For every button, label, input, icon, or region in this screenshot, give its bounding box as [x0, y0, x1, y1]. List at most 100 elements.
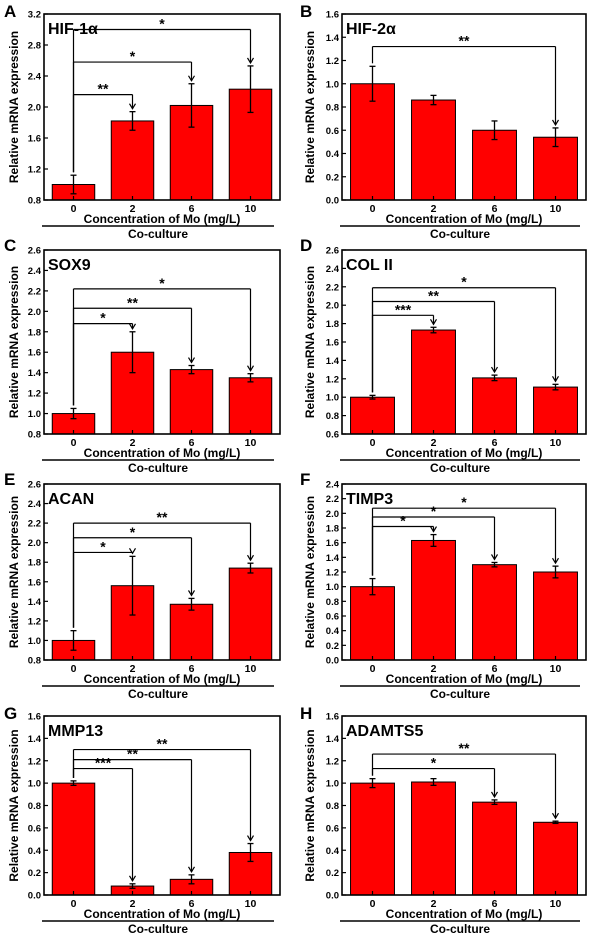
bar: [110, 120, 155, 201]
x-axis-label: Concentration of Mo (mg/L): [386, 907, 543, 921]
y-tick-label: 0.8: [28, 801, 41, 812]
group-label: Co-culture: [430, 687, 490, 701]
significance-label: *: [130, 48, 136, 64]
significance-arrowhead: [490, 554, 499, 561]
significance-arrowhead: [551, 557, 560, 565]
bar: [228, 567, 273, 661]
y-tick-label: 2.2: [28, 286, 41, 297]
y-tick-label: 1.4: [28, 734, 42, 745]
y-tick-label: 1.4: [326, 33, 340, 44]
significance-label: ***: [395, 301, 412, 317]
y-tick-label: 3.2: [28, 10, 41, 21]
y-tick-label: 0.2: [326, 641, 339, 652]
x-axis-label: Concentration of Mo (mg/L): [386, 446, 543, 460]
x-tick-label: 6: [189, 203, 195, 215]
y-tick-label: 2.6: [28, 480, 41, 491]
y-tick-label: 2.2: [326, 282, 339, 293]
significance-label: **: [459, 33, 470, 49]
y-tick-label: 1.0: [28, 779, 41, 790]
y-tick-label: 1.6: [28, 577, 41, 588]
group-label: Co-culture: [128, 922, 188, 936]
significance-arrowhead: [187, 357, 196, 364]
bar: [350, 782, 395, 896]
x-tick-label: 0: [370, 437, 376, 449]
x-tick-label: 6: [492, 203, 498, 215]
y-tick-label: 0.6: [326, 823, 339, 834]
significance-label: **: [157, 736, 168, 752]
y-tick-label: 2.2: [28, 519, 41, 530]
x-tick-label: 0: [370, 663, 376, 675]
y-tick-label: 0.2: [28, 868, 41, 879]
x-axis-label: Concentration of Mo (mg/L): [84, 672, 241, 686]
significance-arrowhead: [246, 365, 255, 372]
x-axis-label: Concentration of Mo (mg/L): [386, 212, 543, 226]
y-axis-label: Relative mRNA expression: [7, 729, 21, 881]
y-tick-label: 2.4: [28, 72, 42, 83]
y-tick-label: 2.4: [28, 266, 42, 277]
y-tick-label: 0.0: [326, 891, 339, 902]
significance-arrowhead: [551, 376, 560, 383]
bar: [51, 782, 96, 896]
significance-label: *: [461, 274, 467, 290]
y-tick-label: 2.0: [28, 103, 41, 114]
significance-label: *: [100, 538, 106, 554]
y-axis-label: Relative mRNA expression: [7, 31, 21, 183]
x-tick-label: 6: [492, 437, 498, 449]
y-tick-label: 0.4: [326, 149, 340, 160]
bar: [350, 396, 395, 435]
y-tick-label: 1.4: [326, 553, 340, 564]
group-label: Co-culture: [128, 461, 188, 475]
y-tick-label: 1.6: [28, 348, 41, 359]
bar: [533, 136, 578, 201]
y-tick-label: 1.6: [326, 10, 339, 21]
panel-letter: C: [4, 236, 16, 255]
x-tick-label: 0: [71, 437, 77, 449]
chart-panel-e: E 0.8 1.0 1.2 1.4 1.6 1.8 2.0 2.2 2.4 2.6 0 2 6 10 Rela…: [4, 470, 281, 701]
y-tick-label: 1.0: [326, 79, 339, 90]
y-tick-label: 1.2: [28, 389, 41, 400]
y-tick-label: 1.8: [28, 558, 41, 569]
y-tick-label: 1.4: [28, 368, 42, 379]
significance-label: **: [127, 294, 138, 310]
x-tick-label: 2: [431, 898, 437, 910]
x-tick-label: 2: [130, 663, 136, 675]
y-axis-label: Relative mRNA expression: [303, 729, 317, 881]
y-tick-label: 1.8: [28, 327, 41, 338]
chart-title: MMP13: [48, 723, 103, 740]
y-tick-label: 1.6: [326, 538, 339, 549]
x-axis-label: Concentration of Mo (mg/L): [84, 446, 241, 460]
bar: [472, 377, 517, 435]
significance-arrowhead: [429, 318, 438, 326]
chart-panel-b: B 0.0 0.2 0.4 0.6 0.8 1.0 1.2 1.4 1.6 0 2 6 10 Relativ…: [300, 2, 587, 241]
significance-label: **: [157, 509, 168, 525]
y-tick-label: 1.2: [326, 374, 339, 385]
y-tick-label: 1.0: [326, 393, 339, 404]
significance-label: *: [130, 524, 136, 540]
y-tick-label: 1.6: [28, 134, 41, 145]
chart-panel-f: F 0.0 0.2 0.4 0.6 0.8 1.0 1.2 1.4 1.6 1.8 2.0 2.2 2.4…: [300, 470, 587, 701]
chart-panel-a: A 0.8 1.2 1.6 2.0 2.4 2.8 3.2 0 2 6 10 Relative mRNA…: [4, 2, 281, 241]
y-tick-label: 0.6: [28, 823, 41, 834]
group-label: Co-culture: [430, 227, 490, 241]
chart-title: HIF-2α: [346, 21, 396, 38]
x-tick-label: 2: [130, 437, 136, 449]
chart-panel-c: C 0.8 1.0 1.2 1.4 1.6 1.8 2.0 2.2 2.4 2.6 0 2 6 10 Rela…: [4, 236, 281, 475]
chart-title: SOX9: [48, 257, 91, 274]
group-label: Co-culture: [128, 687, 188, 701]
chart-title: ADAMTS5: [346, 723, 423, 740]
chart-panel-h: H 0.0 0.2 0.4 0.6 0.8 1.0 1.2 1.4 1.6 0 2 6 10 Relativ…: [300, 704, 587, 936]
y-tick-label: 0.8: [326, 597, 339, 608]
x-tick-label: 0: [71, 898, 77, 910]
significance-label: *: [159, 16, 165, 32]
bar: [350, 83, 395, 201]
y-tick-label: 2.2: [326, 494, 339, 505]
group-label: Co-culture: [430, 922, 490, 936]
significance-label: *: [431, 503, 437, 519]
significance-label: **: [428, 288, 439, 304]
y-tick-label: 2.4: [326, 264, 340, 275]
panel-letter: E: [4, 470, 15, 489]
significance-arrowhead: [551, 119, 560, 127]
x-axis-label: Concentration of Mo (mg/L): [386, 672, 543, 686]
y-tick-label: 0.0: [28, 891, 41, 902]
